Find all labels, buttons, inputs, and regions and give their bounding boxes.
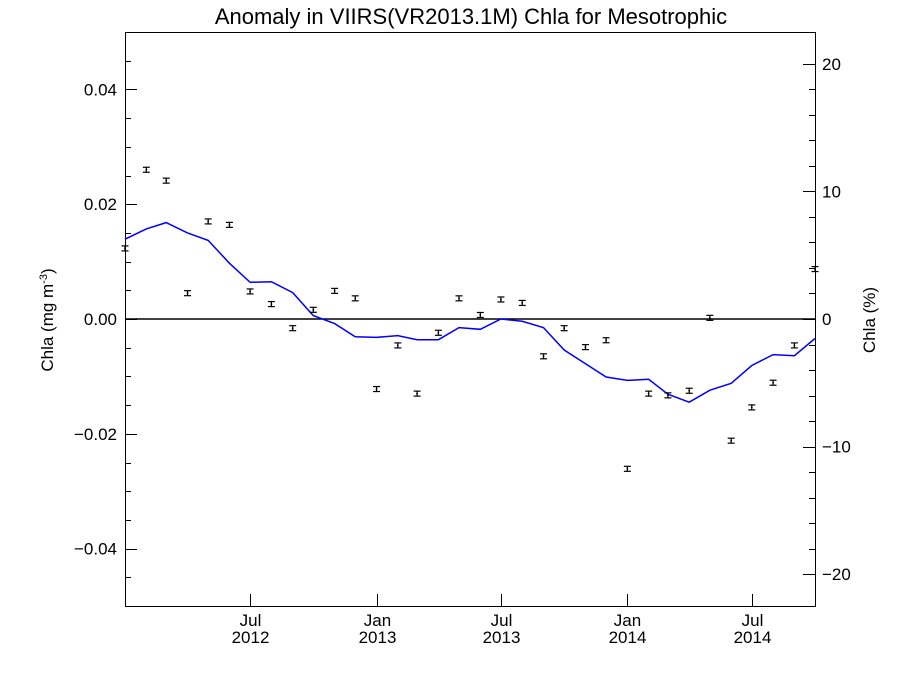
point-marker [521,302,524,304]
point-marker [584,346,587,349]
data-point [184,290,192,297]
point-marker [228,223,231,226]
point-marker [772,381,774,384]
data-point [394,342,402,349]
point-marker [708,316,711,319]
point-marker [647,392,650,395]
point-marker [479,314,482,316]
right-tick-label: 0 [822,310,831,329]
point-marker [688,389,691,392]
point-marker [333,289,336,292]
x-tick-month: Jan [364,611,391,630]
point-marker [730,439,733,442]
data-point [162,177,170,184]
x-tick-year: 2014 [734,628,772,647]
left-tick-label: 0.04 [84,80,117,99]
point-marker [500,298,502,301]
point-marker [249,290,251,293]
left-tick-label: −0.02 [74,425,117,444]
data-point [373,385,381,393]
point-marker [814,268,816,270]
data-point [246,288,254,295]
data-point [142,166,150,173]
data-point [727,437,735,444]
point-marker [458,297,460,300]
point-marker [145,168,148,171]
point-marker [437,331,440,334]
data-point [289,325,297,332]
x-tick-month: Jul [240,611,262,630]
data-point [351,295,359,302]
data-point [434,329,442,336]
point-marker [563,327,566,330]
point-marker [605,339,607,342]
data-point [225,221,233,228]
point-marker [750,406,753,409]
data-point [560,325,568,332]
data-point [706,314,714,321]
left-axis: 0.04 0.02 0.00 −0.02 −0.04 [74,32,137,607]
point-marker [354,297,357,300]
x-tick-year: 2013 [483,628,521,647]
data-point [204,218,212,225]
point-marker [396,344,399,347]
data-point [121,245,129,252]
point-marker [626,467,629,470]
data-point [518,299,526,307]
point-marker [793,344,796,347]
data-point [602,337,610,344]
point-marker [542,355,545,358]
data-point [769,379,777,386]
data-point [267,300,275,308]
x-tick-year: 2014 [609,628,647,647]
data-point [790,342,798,349]
point-marker [165,179,168,182]
data-point [623,465,631,472]
left-axis-label: Chla (mg m-3) [38,268,57,371]
data-point [581,344,589,351]
point-marker [416,392,418,395]
data-point [476,311,484,319]
point-marker [270,303,273,305]
x-tick-year: 2013 [359,628,397,647]
point-marker [667,394,669,397]
x-tick-month: Jul [742,611,764,630]
point-marker [312,308,315,311]
smoothed-anomaly-series [124,221,816,404]
right-tick-label: 20 [822,55,841,74]
monthly-anomaly-points [121,166,819,472]
x-tick-year: 2012 [232,628,270,647]
data-point [413,390,421,397]
right-tick-label: −20 [822,565,851,584]
left-tick-label: 0.02 [84,195,117,214]
data-point [685,387,693,394]
data-point [455,295,463,302]
chart-title: Anomaly in VIIRS(VR2013.1M) Chla for Mes… [215,4,727,29]
data-point [331,287,339,294]
left-tick-label: −0.04 [74,540,117,559]
right-axis-label: Chla (%) [860,287,879,353]
data-point [664,392,672,399]
point-marker [186,292,189,295]
left-tick-label: 0.00 [84,310,117,329]
x-tick-month: Jan [614,611,641,630]
data-point [497,296,505,303]
x-tick-month: Jul [491,611,513,630]
point-marker [291,327,294,330]
point-marker [124,247,126,250]
right-axis: 20 10 0 −10 −20 [803,55,851,584]
right-tick-label: −10 [822,438,851,457]
right-tick-label: 10 [822,182,841,201]
data-point [811,265,819,273]
data-point [540,353,548,360]
data-point [645,390,653,397]
data-point [309,306,317,313]
point-marker [375,388,378,390]
point-marker [207,220,210,223]
anomaly-trend-line [124,221,816,404]
data-point [748,404,756,411]
